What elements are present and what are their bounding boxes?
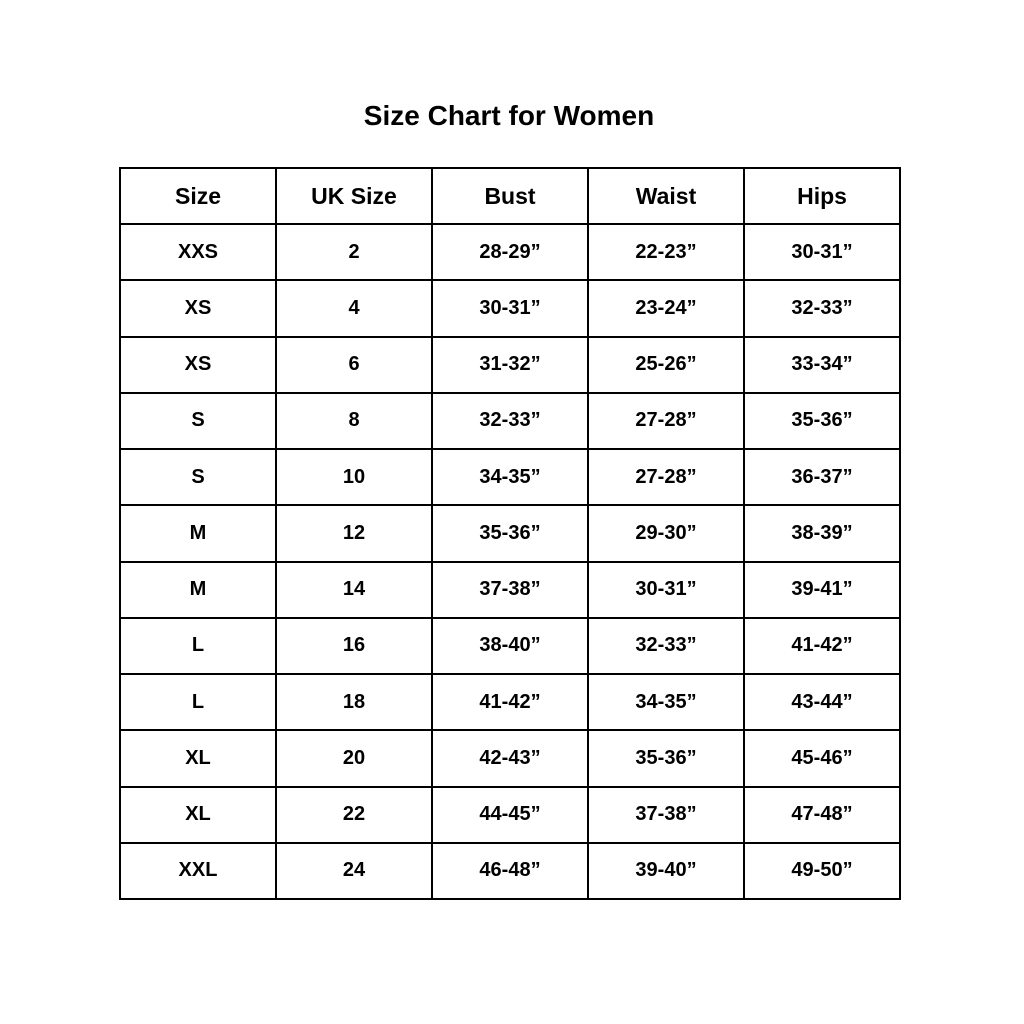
table-cell: 39-41” <box>743 560 901 619</box>
table-cell: 29-30” <box>587 504 745 563</box>
table-cell: 32-33” <box>431 391 589 451</box>
table-cell: XL <box>119 729 277 788</box>
table-row: XL 22 44-45” 37-38” 47-48” <box>119 785 901 844</box>
table-row: S 8 32-33” 27-28” 35-36” <box>119 391 901 451</box>
table-cell: 22 <box>275 785 433 844</box>
table-cell: XL <box>119 785 277 844</box>
table-cell: 30-31” <box>743 222 901 282</box>
table-row: S 10 34-35” 27-28” 36-37” <box>119 447 901 507</box>
table-row: M 14 37-38” 30-31” 39-41” <box>119 560 901 619</box>
table-cell: 2 <box>275 222 433 282</box>
table-cell: 44-45” <box>431 785 589 844</box>
header-row: Size UK Size Bust Waist Hips <box>119 167 901 225</box>
table-cell: 45-46” <box>743 729 901 788</box>
table-cell: 8 <box>275 391 433 451</box>
page-title: Size Chart for Women <box>363 100 655 131</box>
table-cell: 35-36” <box>587 729 745 788</box>
table-cell: 34-35” <box>431 447 589 507</box>
table-row: L 18 41-42” 34-35” 43-44” <box>119 672 901 732</box>
table-row: XXS 2 28-29” 22-23” 30-31” <box>119 222 901 282</box>
table-cell: 37-38” <box>587 785 745 844</box>
table-cell: 41-42” <box>743 616 901 676</box>
table-cell: 28-29” <box>431 222 589 282</box>
table-cell: 14 <box>275 560 433 619</box>
table-cell: 42-43” <box>431 729 589 788</box>
table-cell: 30-31” <box>587 560 745 619</box>
table-cell: 49-50” <box>743 841 901 901</box>
table-row: XS 6 31-32” 25-26” 33-34” <box>119 335 901 394</box>
table-row: M 12 35-36” 29-30” 38-39” <box>119 504 901 563</box>
table-cell: 33-34” <box>743 335 901 394</box>
size-chart-table: Size UK Size Bust Waist Hips XXS 2 28-29” 22-23… <box>119 167 901 901</box>
table-cell: 47-48” <box>743 785 901 844</box>
column-header: Hips <box>743 167 901 225</box>
column-header: Bust <box>431 167 589 225</box>
table-cell: XXL <box>119 841 277 901</box>
column-header: Size <box>119 167 277 225</box>
table-cell: XS <box>119 335 277 394</box>
table-cell: 12 <box>275 504 433 563</box>
table-cell: 30-31” <box>431 279 589 338</box>
table-cell: 46-48” <box>431 841 589 901</box>
table-cell: 37-38” <box>431 560 589 619</box>
table-cell: 41-42” <box>431 672 589 732</box>
table-cell: M <box>119 560 277 619</box>
table-cell: 27-28” <box>587 391 745 451</box>
table-cell: 43-44” <box>743 672 901 732</box>
table-cell: 27-28” <box>587 447 745 507</box>
table-cell: 24 <box>275 841 433 901</box>
table-cell: 23-24” <box>587 279 745 338</box>
table-cell: 35-36” <box>431 504 589 563</box>
table-cell: L <box>119 616 277 676</box>
table-cell: 10 <box>275 447 433 507</box>
table-cell: XS <box>119 279 277 338</box>
column-header: Waist <box>587 167 745 225</box>
table-cell: 34-35” <box>587 672 745 732</box>
table-cell: 32-33” <box>587 616 745 676</box>
table-cell: L <box>119 672 277 732</box>
table-cell: 18 <box>275 672 433 732</box>
table-cell: 22-23” <box>587 222 745 282</box>
table-cell: 4 <box>275 279 433 338</box>
table-row: XS 4 30-31” 23-24” 32-33” <box>119 279 901 338</box>
table-cell: S <box>119 391 277 451</box>
table-row: L 16 38-40” 32-33” 41-42” <box>119 616 901 676</box>
table-cell: 6 <box>275 335 433 394</box>
column-header: UK Size <box>275 167 433 225</box>
table-cell: 31-32” <box>431 335 589 394</box>
table-cell: 16 <box>275 616 433 676</box>
table-cell: 38-39” <box>743 504 901 563</box>
table-row: XL 20 42-43” 35-36” 45-46” <box>119 729 901 788</box>
table-cell: 25-26” <box>587 335 745 394</box>
table-cell: 38-40” <box>431 616 589 676</box>
table-cell: 36-37” <box>743 447 901 507</box>
table-row: XXL 24 46-48” 39-40” 49-50” <box>119 841 901 901</box>
table-cell: 32-33” <box>743 279 901 338</box>
table-cell: 39-40” <box>587 841 745 901</box>
table-cell: 20 <box>275 729 433 788</box>
table-cell: S <box>119 447 277 507</box>
table-cell: M <box>119 504 277 563</box>
table-cell: 35-36” <box>743 391 901 451</box>
table-cell: XXS <box>119 222 277 282</box>
